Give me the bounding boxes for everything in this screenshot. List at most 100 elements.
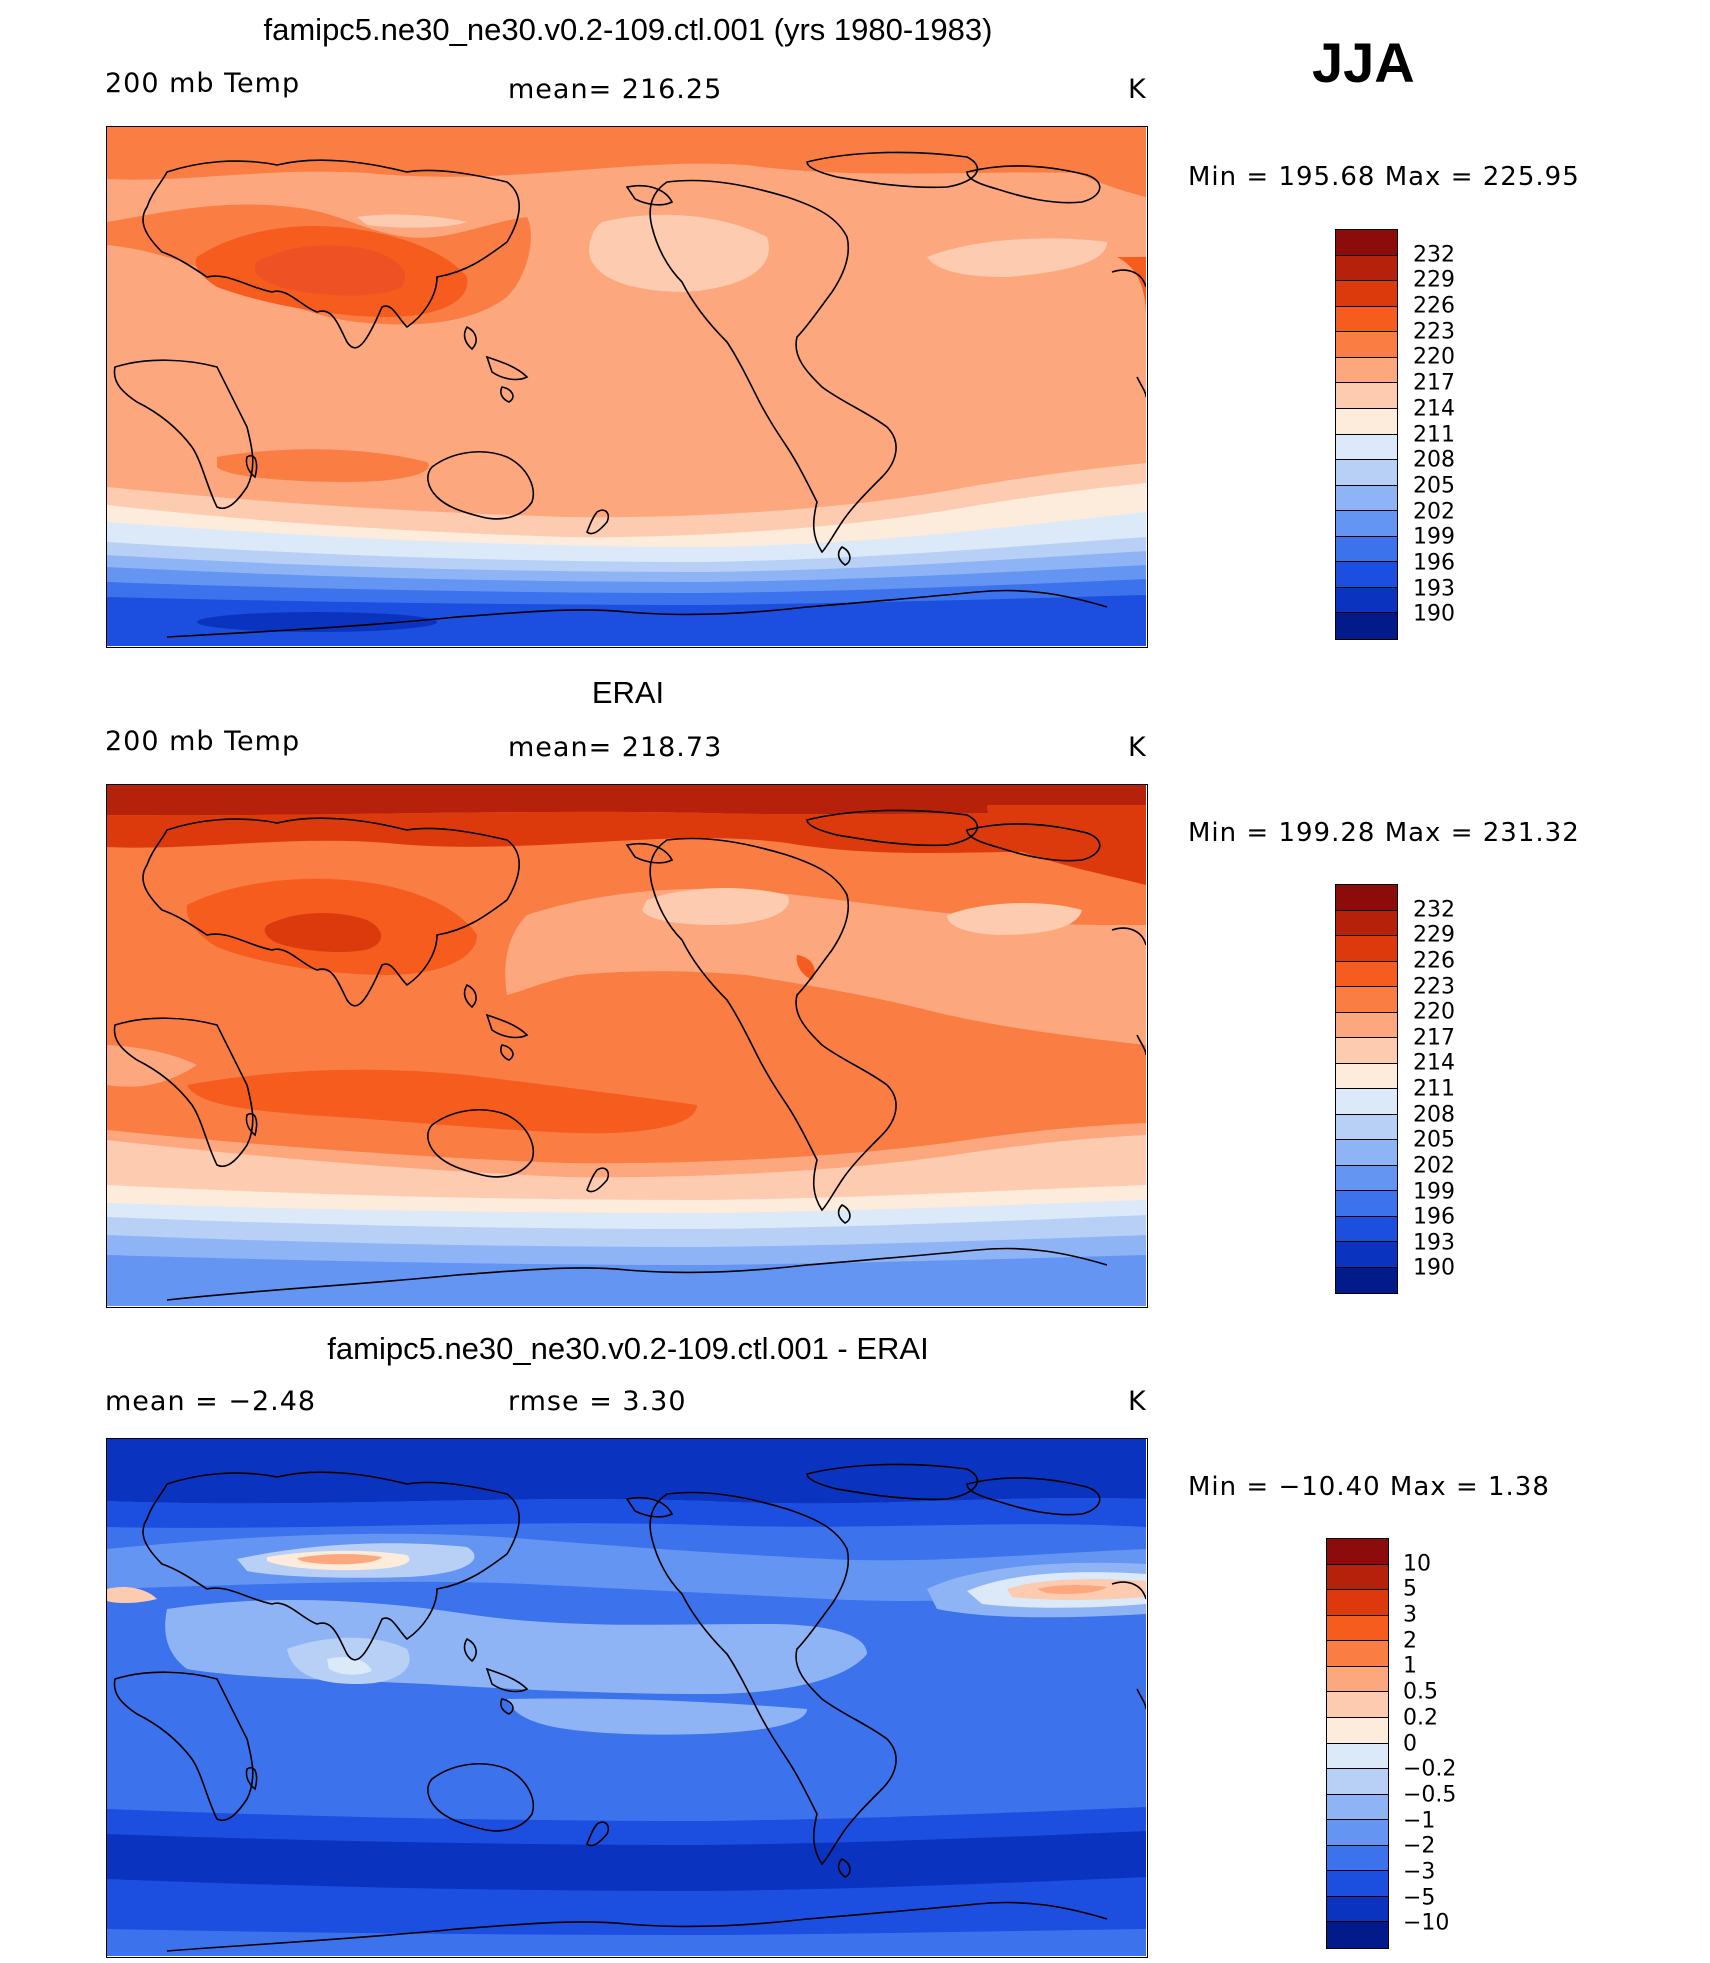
colorbar-tick-label: 223 xyxy=(1413,319,1455,345)
colorbar-tick-label: 196 xyxy=(1413,1204,1455,1230)
colorbar-tick-label: 217 xyxy=(1413,1025,1455,1051)
colorbar-segment xyxy=(1327,1590,1388,1616)
colorbar-segment xyxy=(1336,910,1397,936)
diff-rmse-label: rmse = 3.30 xyxy=(508,1386,687,1417)
colorbar-segment xyxy=(1336,536,1397,563)
model-units-label: K xyxy=(1128,74,1147,105)
colorbar-tick-label: 214 xyxy=(1413,396,1455,422)
colorbar-segment xyxy=(1336,1165,1397,1191)
colorbar-tick-label: 0.5 xyxy=(1403,1679,1438,1705)
colorbar-segment xyxy=(1336,885,1397,911)
colorbar-tick-label: 202 xyxy=(1413,499,1455,525)
obs-variable-label: 200 mb Temp xyxy=(105,726,301,757)
colorbar-tick-label: −0.2 xyxy=(1403,1756,1457,1782)
colorbar-segment xyxy=(1336,408,1397,435)
model-mean-label: mean= 216.25 xyxy=(508,74,723,105)
colorbar-tick-label: 0.2 xyxy=(1403,1705,1438,1731)
colorbar-tick-label: −5 xyxy=(1403,1885,1436,1911)
colorbar-segment xyxy=(1336,1089,1397,1115)
colorbar-tick-label: 226 xyxy=(1413,293,1455,319)
colorbar-tick-label: 214 xyxy=(1413,1050,1455,1076)
colorbar-tick-label: −0.5 xyxy=(1403,1782,1457,1808)
colorbar-segment xyxy=(1327,1564,1388,1591)
colorbar-segment xyxy=(1336,230,1397,256)
colorbar-tick-label: 190 xyxy=(1413,1255,1455,1281)
colorbar-segment xyxy=(1336,587,1397,614)
obs-mean-label: mean= 218.73 xyxy=(508,732,723,763)
colorbar-tick-label: 205 xyxy=(1413,1127,1455,1153)
diff-panel-title: famipc5.ne30_ne30.v0.2-109.ctl.001 - ERA… xyxy=(327,1331,929,1366)
colorbar-segment xyxy=(1336,936,1397,962)
colorbar-segment xyxy=(1336,383,1397,409)
colorbar-segment xyxy=(1336,613,1397,639)
colorbar-tick-label: 199 xyxy=(1413,1179,1455,1204)
colorbar-segment xyxy=(1336,357,1397,384)
colorbar-segment xyxy=(1327,1922,1388,1948)
colorbar-tick-label: 211 xyxy=(1413,422,1455,447)
colorbar-segment xyxy=(1336,511,1397,537)
colorbar-segment xyxy=(1336,987,1397,1013)
colorbar-segment xyxy=(1327,1820,1388,1846)
model-min-max: Min = 195.68 Max = 225.95 xyxy=(1188,162,1580,192)
colorbar-segment xyxy=(1327,1769,1388,1795)
colorbar-segment xyxy=(1327,1845,1388,1872)
obs-temperature-map xyxy=(106,784,1148,1308)
colorbar-tick-label: 232 xyxy=(1413,897,1455,923)
colorbar-segment xyxy=(1336,434,1397,461)
colorbar-tick-label: 220 xyxy=(1413,999,1455,1025)
colorbar-segment xyxy=(1336,485,1397,512)
colorbar-tick-label: 208 xyxy=(1413,1102,1455,1128)
model-colorbar xyxy=(1335,229,1398,640)
colorbar-tick-label: 1 xyxy=(1403,1653,1417,1679)
colorbar-segment xyxy=(1336,1267,1397,1293)
colorbar-tick-label: 217 xyxy=(1413,370,1455,396)
colorbar-segment xyxy=(1336,562,1397,588)
colorbar-tick-label: 10 xyxy=(1403,1551,1431,1577)
colorbar-tick-label: 5 xyxy=(1403,1576,1417,1602)
colorbar-segment xyxy=(1336,1012,1397,1038)
colorbar-tick-label: 223 xyxy=(1413,974,1455,999)
colorbar-segment xyxy=(1336,255,1397,282)
colorbar-tick-label: 229 xyxy=(1413,267,1455,293)
model-variable-label: 200 mb Temp xyxy=(105,68,301,99)
colorbar-tick-label: 232 xyxy=(1413,242,1455,268)
colorbar-segment xyxy=(1327,1717,1388,1744)
colorbar-tick-label: 202 xyxy=(1413,1153,1455,1179)
colorbar-segment xyxy=(1327,1896,1388,1923)
obs-colorbar xyxy=(1335,884,1398,1294)
season-label: JJA xyxy=(1312,31,1415,94)
colorbar-segment xyxy=(1336,281,1397,307)
colorbar-segment xyxy=(1327,1743,1388,1770)
colorbar-tick-label: 190 xyxy=(1413,601,1455,627)
colorbar-segment xyxy=(1327,1615,1388,1642)
diff-min-max: Min = −10.40 Max = 1.38 xyxy=(1188,1472,1550,1502)
colorbar-tick-label: 208 xyxy=(1413,447,1455,473)
colorbar-tick-label: −1 xyxy=(1403,1808,1436,1834)
colorbar-tick-label: 205 xyxy=(1413,473,1455,499)
obs-min-max: Min = 199.28 Max = 231.32 xyxy=(1188,818,1580,848)
colorbar-segment xyxy=(1336,1216,1397,1242)
colorbar-tick-label: −10 xyxy=(1403,1910,1450,1936)
colorbar-tick-label: 193 xyxy=(1413,1230,1455,1256)
colorbar-segment xyxy=(1336,332,1397,358)
diff-mean-label: mean = −2.48 xyxy=(105,1386,317,1417)
colorbar-tick-label: 229 xyxy=(1413,922,1455,948)
obs-panel-title: ERAI xyxy=(591,675,665,710)
colorbar-segment xyxy=(1327,1539,1388,1565)
diff-units-label: K xyxy=(1128,1386,1147,1417)
model-panel-title: famipc5.ne30_ne30.v0.2-109.ctl.001 (yrs … xyxy=(263,12,993,47)
colorbar-segment xyxy=(1327,1666,1388,1693)
colorbar-segment xyxy=(1336,1063,1397,1089)
colorbar-tick-label: 0 xyxy=(1403,1731,1417,1756)
colorbar-tick-label: 196 xyxy=(1413,550,1455,576)
colorbar-segment xyxy=(1336,1114,1397,1140)
colorbar-tick-label: 193 xyxy=(1413,576,1455,602)
colorbar-segment xyxy=(1336,961,1397,987)
colorbar-segment xyxy=(1336,1242,1397,1268)
colorbar-tick-label: 211 xyxy=(1413,1076,1455,1102)
colorbar-segment xyxy=(1336,306,1397,333)
colorbar-segment xyxy=(1327,1692,1388,1718)
colorbar-segment xyxy=(1327,1641,1388,1667)
colorbar-segment xyxy=(1327,1794,1388,1821)
model-temperature-map xyxy=(106,126,1148,648)
